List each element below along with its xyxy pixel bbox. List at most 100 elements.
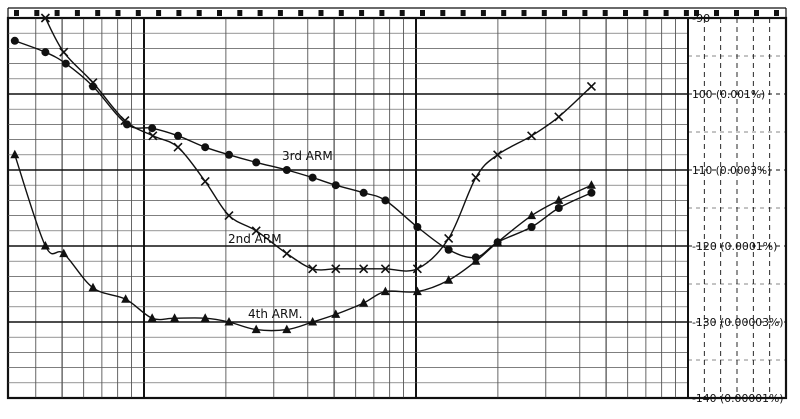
data-point-circle (201, 143, 210, 152)
top-tick-marker (359, 10, 365, 16)
top-tick-marker (623, 10, 628, 16)
data-point-cross (59, 47, 69, 57)
data-point-cross (380, 264, 390, 274)
top-tick-marker (754, 10, 759, 16)
data-point-triangle (471, 256, 481, 265)
y-tick-label: -140 (0.00001%) (692, 393, 784, 405)
data-point-triangle (493, 237, 503, 246)
top-tick-marker (34, 10, 40, 16)
data-point-cross (173, 142, 183, 152)
data-point-cross (251, 226, 261, 236)
data-point-circle (444, 245, 453, 254)
top-tick-marker (643, 10, 649, 16)
data-point-cross (412, 264, 422, 274)
data-point-circle (413, 223, 422, 231)
data-point-circle (282, 166, 291, 174)
y-tick-label: -90 (692, 13, 710, 25)
y-tick-label: 100 (0.001%) (692, 89, 765, 101)
top-marker-strip (14, 10, 779, 16)
data-point-triangle (121, 294, 131, 303)
data-point-cross (148, 131, 158, 141)
series-3 (10, 149, 596, 334)
top-tick-marker (298, 10, 304, 16)
top-tick-marker (694, 10, 699, 16)
data-point-triangle (586, 180, 596, 189)
top-tick-marker (54, 10, 60, 16)
label-3rd-arm: 3rd ARM (282, 149, 333, 163)
data-point-circle (331, 181, 340, 190)
data-point-cross (527, 131, 537, 141)
top-tick-marker (501, 10, 507, 16)
data-point-triangle (359, 298, 369, 307)
data-point-circle (554, 204, 563, 212)
top-tick-marker (74, 10, 80, 16)
data-point-triangle (527, 210, 537, 220)
top-tick-marker (602, 10, 608, 16)
series-labels: 3rd ARM 2nd ARM 4th ARM. (228, 149, 333, 321)
data-point-circle (381, 196, 390, 205)
top-tick-marker (135, 10, 141, 16)
data-point-triangle (251, 324, 261, 334)
top-tick-marker (399, 10, 405, 16)
top-tick-marker (582, 10, 588, 16)
top-tick-marker (521, 10, 527, 16)
data-point-triangle (308, 317, 318, 326)
data-point-circle (123, 120, 131, 129)
data-point-triangle (224, 317, 234, 326)
data-point-triangle (331, 309, 341, 318)
top-tick-marker (237, 10, 243, 16)
top-tick-marker (176, 10, 182, 16)
data-point-circle (587, 188, 596, 197)
y-tick-label: -130 (0.00003%) (692, 317, 784, 329)
data-point-cross (586, 81, 597, 91)
data-point-cross (493, 150, 503, 160)
top-tick-marker (338, 10, 344, 16)
data-point-cross (331, 264, 341, 274)
top-tick-marker (95, 10, 101, 16)
data-point-circle (252, 158, 261, 167)
series-layer (10, 13, 597, 334)
data-point-triangle (554, 195, 564, 204)
top-tick-marker (562, 10, 568, 16)
top-tick-marker (480, 10, 486, 16)
data-point-triangle (412, 286, 422, 296)
data-point-circle (308, 173, 317, 182)
top-tick-marker (420, 10, 425, 16)
top-tick-marker (318, 10, 324, 16)
series-line (14, 154, 592, 332)
data-point-circle (225, 150, 233, 159)
top-tick-marker (379, 10, 385, 16)
data-point-cross (224, 211, 234, 221)
data-point-cross (200, 176, 210, 186)
data-point-triangle (282, 324, 292, 334)
data-point-triangle (444, 275, 454, 284)
data-point-circle (174, 131, 182, 140)
data-point-cross (120, 116, 130, 126)
data-point-cross (471, 173, 481, 183)
data-point-cross (88, 78, 98, 88)
grid-layer (6, 7, 788, 400)
top-tick-marker (14, 10, 19, 16)
series-2 (40, 13, 597, 274)
y-tick-label: 110 (0.0003%) (692, 165, 771, 177)
top-tick-marker (774, 10, 779, 16)
data-point-cross (308, 264, 318, 274)
data-point-cross (444, 233, 454, 243)
top-tick-marker (196, 10, 202, 16)
data-point-circle (61, 59, 70, 68)
data-point-triangle (40, 241, 50, 250)
label-2nd-arm: 2nd ARM (228, 232, 282, 246)
data-point-triangle (200, 313, 210, 322)
top-tick-marker (257, 10, 263, 16)
top-tick-marker (460, 10, 466, 16)
data-point-circle (359, 188, 368, 197)
data-point-circle (41, 48, 50, 57)
top-tick-marker (156, 10, 162, 16)
data-point-cross (554, 112, 564, 122)
data-point-triangle (147, 313, 157, 322)
data-point-triangle (10, 149, 20, 159)
top-tick-marker (541, 10, 547, 16)
plot-frame (6, 16, 788, 400)
